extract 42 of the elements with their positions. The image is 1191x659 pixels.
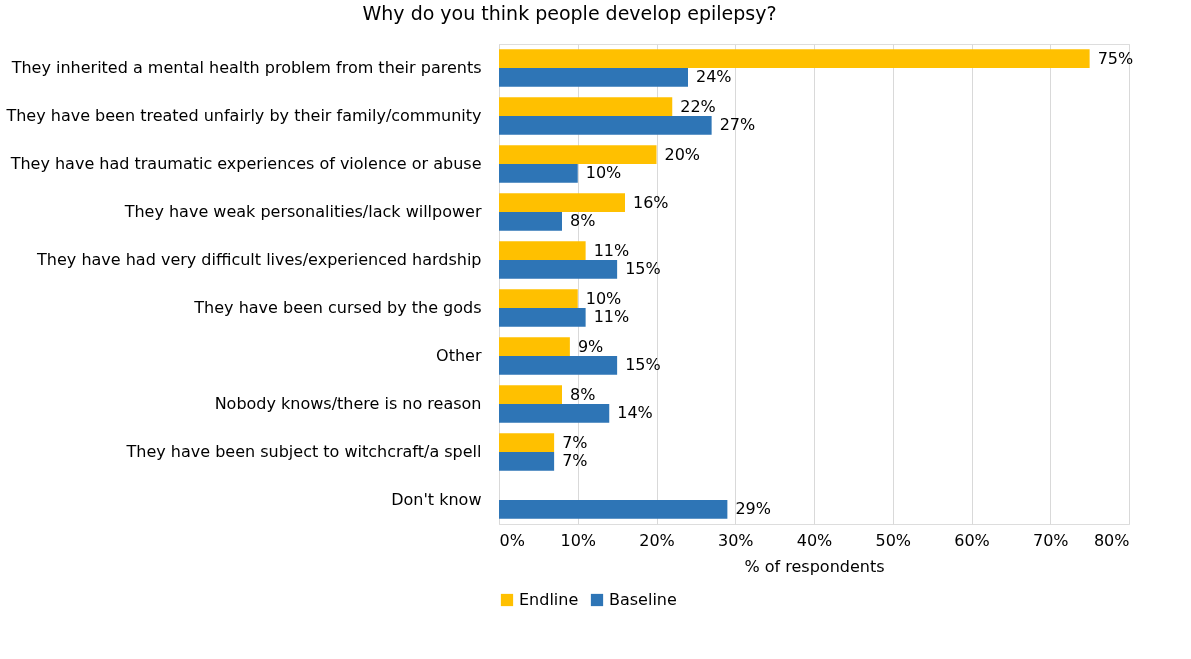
data-label: 15% [625,259,661,279]
y-tick-label: Other [436,346,482,365]
y-tick-label: Nobody knows/there is no reason [214,394,482,413]
y-tick-label: They have been cursed by the gods [193,298,482,317]
data-label: 10% [585,163,622,183]
data-label: 7% [562,451,588,471]
x-tick-label: 20% [639,530,675,550]
x-tick-label: 80% [1093,530,1130,550]
x-tick-label: 50% [875,530,912,550]
x-tick-label: 40% [796,530,833,550]
y-tick-label: They have been subject to witchcraft/a spell [125,442,482,461]
y-tick-label: They have weak personalities/lack willpower [123,202,482,221]
data-label: 14% [617,403,653,423]
data-label: 11% [593,240,630,260]
data-label: 15% [625,355,661,375]
data-label: 24% [696,67,732,87]
data-label: 11% [593,307,630,327]
x-tick-label: 60% [954,530,990,550]
data-label: 9% [577,336,604,356]
data-label: 8% [570,384,596,404]
data-label: 75% [1097,48,1134,68]
y-tick-label: They have had traumatic experiences of violence or abuse [9,154,482,173]
data-label: 8% [570,211,596,231]
data-label: 16% [633,192,669,212]
x-axis-title: % of respondents [744,556,885,576]
x-tick-label: 30% [717,530,754,550]
data-label: 20% [664,144,701,164]
data-label: 29% [735,499,771,519]
x-tick-label: 0% [499,530,525,550]
y-tick-label: They have had very difficult lives/experienced hardship [36,250,482,269]
chart-title: Why do you think people develop epilepsy? [362,2,777,24]
legend-label: Baseline [609,590,677,609]
data-label: 7% [562,432,588,452]
y-tick-label: They inherited a mental health problem from their parents [10,58,482,77]
x-tick-label: 70% [1032,530,1069,550]
data-label: 27% [719,115,756,135]
data-label: 10% [585,288,622,308]
legend-label: Endline [519,590,579,609]
y-tick-label: Don't know [391,490,482,509]
y-tick-label: They have been treated unfairly by their family/community [5,106,482,125]
x-tick-label: 10% [560,530,597,550]
data-label: 22% [680,96,716,116]
